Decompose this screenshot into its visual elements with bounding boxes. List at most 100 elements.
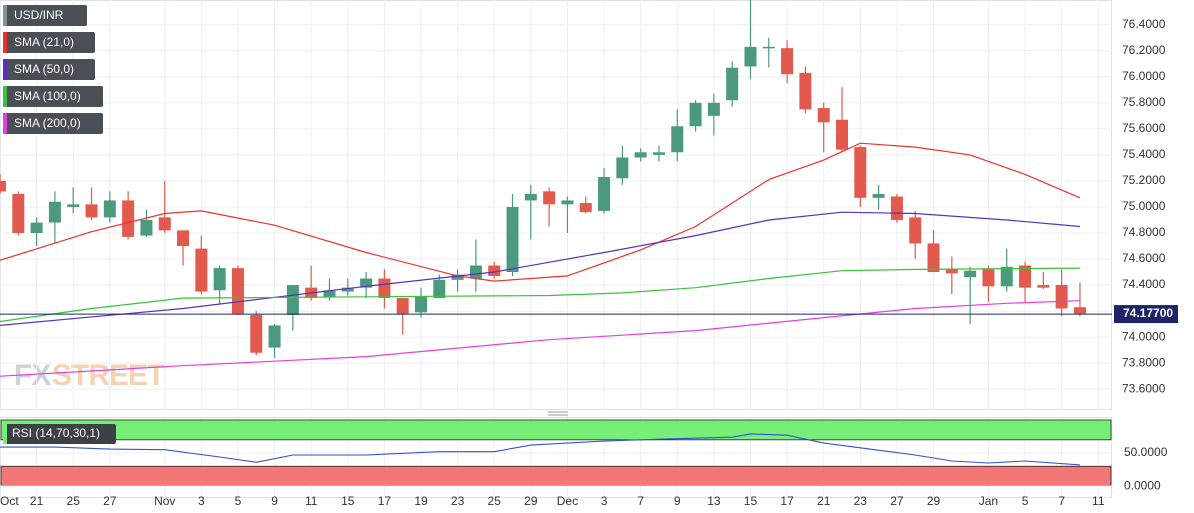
last-price-label: 74.17700 (1123, 306, 1173, 320)
x-tick-label: 21 (817, 494, 831, 508)
x-tick-label: 23 (854, 494, 868, 508)
x-tick-label: 23 (451, 494, 465, 508)
candle-body (890, 196, 903, 220)
candle-body (12, 193, 25, 233)
candle-body (1000, 266, 1013, 287)
x-tick-label: 13 (707, 494, 721, 508)
candle-body (616, 157, 629, 179)
rsi-line (0, 433, 1081, 466)
candle-body (927, 243, 940, 273)
candle-body (671, 126, 684, 153)
legend-swatch (3, 5, 7, 26)
rsi-legend-box (3, 424, 116, 444)
candle-body (67, 204, 80, 207)
x-tick-label: 15 (341, 494, 355, 508)
x-tick-label: 5 (1022, 494, 1029, 508)
x-tick-label: Jan (979, 494, 998, 508)
candle-body (122, 200, 135, 237)
y-tick-label: 74.6000 (1122, 251, 1166, 265)
x-tick-label: 29 (927, 494, 941, 508)
candle-body (982, 269, 995, 287)
candle-body (707, 102, 720, 116)
legend-swatch (3, 59, 7, 80)
candle-body (30, 222, 43, 233)
candle-body (964, 270, 977, 278)
rsi-tick-label: 0.0000 (1124, 478, 1161, 492)
candle-body (250, 314, 263, 353)
x-tick-label: 3 (198, 494, 205, 508)
x-tick-label: 29 (524, 494, 538, 508)
x-tick-label: 25 (488, 494, 502, 508)
x-tick-label: Nov (154, 494, 175, 508)
candle-body (726, 67, 739, 101)
candle-body (1055, 285, 1068, 309)
candle-body (341, 287, 354, 292)
candle-body (506, 206, 519, 273)
candle-body (817, 108, 830, 123)
candle-body (286, 285, 299, 315)
candle-body (872, 193, 885, 198)
legend-box (3, 113, 103, 134)
x-tick-label: Dec (557, 494, 578, 508)
candle-body (543, 191, 556, 205)
x-tick-label: 11 (305, 494, 318, 508)
candle-body (48, 201, 61, 223)
y-tick-label: 76.2000 (1122, 43, 1166, 57)
candle-body (268, 325, 281, 348)
candle-body (360, 278, 373, 288)
x-tick-label: 27 (103, 494, 117, 508)
x-tick-label: 15 (744, 494, 758, 508)
panel-handle[interactable] (548, 411, 568, 416)
candle-body (396, 298, 409, 314)
candle-body (213, 268, 226, 291)
sma-line (0, 267, 1081, 323)
x-tick-label: 17 (378, 494, 392, 508)
candle-body (781, 48, 794, 75)
candle-body (451, 274, 464, 280)
x-tick-label: 27 (890, 494, 904, 508)
legend-label: SMA (50,0) (14, 62, 74, 76)
y-tick-label: 74.8000 (1122, 225, 1166, 239)
candle-body (524, 193, 537, 201)
y-tick-label: 76.4000 (1122, 17, 1166, 31)
legend-box (3, 5, 87, 26)
legend-box (3, 86, 103, 107)
candle-body (1019, 265, 1032, 288)
candle-body (1037, 285, 1050, 288)
watermark: FX STREET (14, 359, 166, 392)
candle-body (103, 200, 116, 218)
x-tick-label: 25 (67, 494, 81, 508)
sma-line (0, 211, 1081, 326)
candle-body (561, 200, 574, 205)
legend-label: SMA (200,0) (14, 116, 81, 130)
legend-label: SMA (100,0) (14, 89, 81, 103)
y-tick-label: 75.2000 (1122, 173, 1166, 187)
candle-body (85, 204, 98, 218)
candle-body (945, 269, 958, 274)
candle-body (1073, 307, 1086, 314)
y-tick-label: 74.4000 (1122, 277, 1166, 291)
y-tick-label: 76.0000 (1122, 69, 1166, 83)
candle-body (433, 279, 446, 299)
candle-body (762, 46, 775, 49)
legend-box (3, 32, 95, 53)
candle-body (231, 268, 244, 314)
rsi-band (0, 419, 1112, 441)
candle-body (598, 177, 611, 211)
candle-body (634, 152, 647, 158)
x-tick-label: 7 (637, 494, 644, 508)
y-tick-label: 73.6000 (1122, 381, 1166, 395)
x-tick-label: 17 (780, 494, 794, 508)
x-tick-label: 7 (1058, 494, 1065, 508)
x-tick-label: 5 (235, 494, 242, 508)
y-tick-label: 75.0000 (1122, 199, 1166, 213)
candle-body (579, 203, 592, 213)
candle-body (469, 265, 482, 279)
y-tick-label: 75.4000 (1122, 147, 1166, 161)
y-tick-label: 75.8000 (1122, 95, 1166, 109)
x-tick-label: Oct (0, 494, 19, 508)
rsi-legend-swatch (3, 424, 7, 444)
sma-line (0, 142, 1081, 282)
candle-body (177, 230, 190, 246)
y-tick-label: 75.6000 (1122, 121, 1166, 135)
